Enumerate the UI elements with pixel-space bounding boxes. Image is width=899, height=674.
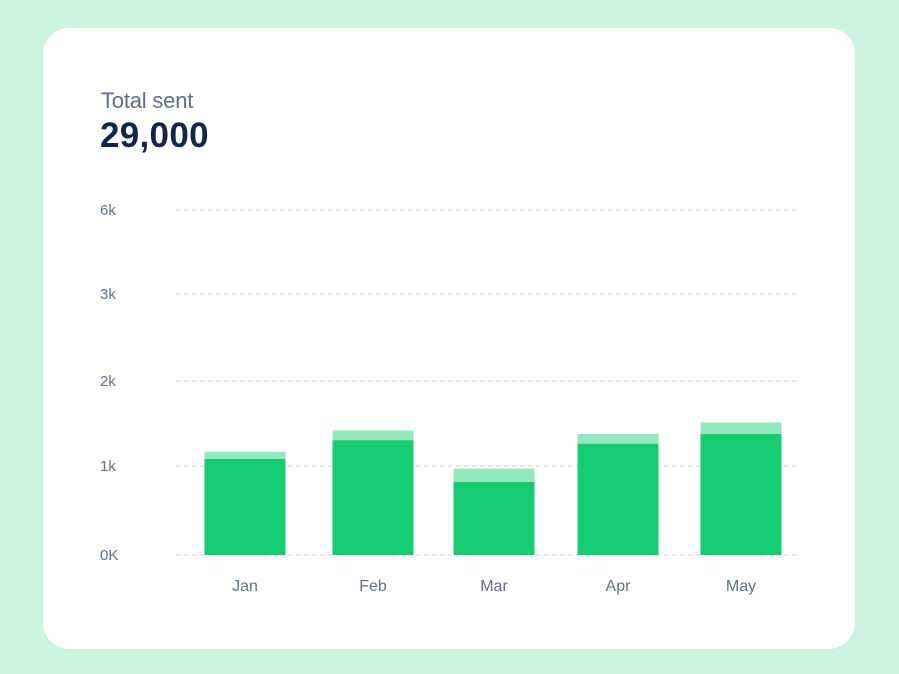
bar-secondary-may bbox=[700, 422, 782, 434]
y-tick-label: 3k bbox=[100, 286, 116, 303]
x-tick-label: Mar bbox=[480, 578, 508, 595]
total-sent-label: Total sent bbox=[101, 88, 194, 113]
bar-primary-may bbox=[700, 433, 782, 555]
bar-primary-feb bbox=[332, 440, 414, 555]
x-tick-label: May bbox=[726, 578, 756, 595]
x-tick-label: Feb bbox=[359, 578, 387, 595]
bar-secondary-jan bbox=[204, 451, 286, 459]
y-tick-label: 0K bbox=[100, 547, 118, 564]
bar-primary-mar bbox=[453, 482, 535, 555]
bars-layer bbox=[204, 422, 782, 555]
bar-secondary-apr bbox=[577, 433, 659, 444]
bar-secondary-mar bbox=[453, 468, 535, 483]
bar-secondary-feb bbox=[332, 430, 414, 441]
x-tick-label: Jan bbox=[232, 578, 258, 595]
x-tick-label: Apr bbox=[606, 578, 632, 595]
y-tick-label: 6k bbox=[100, 202, 116, 219]
y-axis: 0K 1k 2k 3k 6k bbox=[100, 202, 118, 564]
bar-primary-apr bbox=[577, 443, 659, 555]
x-axis: Jan Feb Mar Apr May bbox=[232, 578, 756, 595]
total-sent-value: 29,000 bbox=[100, 116, 209, 155]
bar-primary-jan bbox=[204, 458, 286, 555]
y-tick-label: 1k bbox=[100, 458, 116, 475]
y-tick-label: 2k bbox=[100, 373, 116, 390]
